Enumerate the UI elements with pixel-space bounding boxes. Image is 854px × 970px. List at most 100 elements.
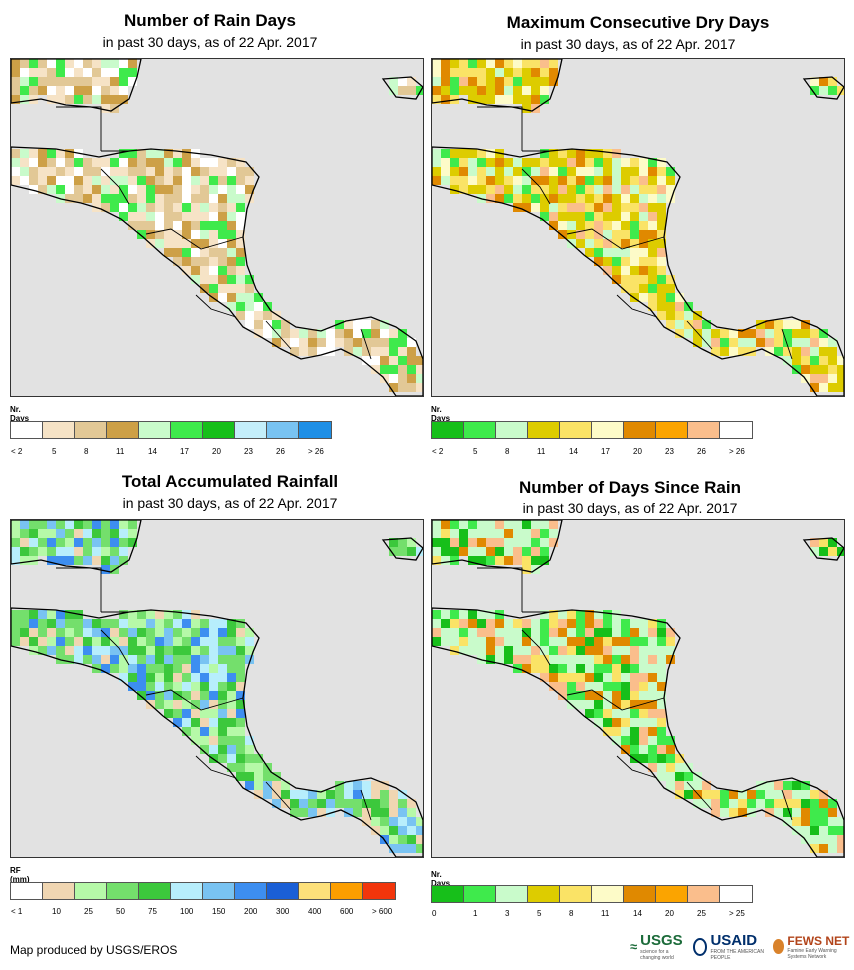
grid-cell [137,230,146,239]
grid-cell [810,799,819,808]
grid-cell [101,619,110,628]
grid-cell [666,736,675,745]
map-max-dry-days[interactable] [431,58,845,397]
grid-cell [380,338,389,347]
land-grid [11,59,423,392]
grid-cell [567,212,576,221]
grid-cell [119,556,128,565]
grid-cell [128,212,137,221]
grid-cell [164,610,173,619]
grid-cell [353,320,362,329]
grid-cell [398,329,407,338]
grid-cell [200,212,209,221]
grid-cell [65,619,74,628]
grid-cell [639,257,648,266]
usgs-text: USGS [640,932,683,949]
grid-cell [182,682,191,691]
legend-swatch [624,422,656,438]
grid-cell [675,754,684,763]
grid-cell [83,68,92,77]
grid-cell [666,275,675,284]
grid-cell [810,365,819,374]
island-outline [381,76,423,100]
grid-cell [657,230,666,239]
grid-cell [155,176,164,185]
grid-cell [459,185,468,194]
legend-title: Nr. Days [431,405,451,423]
grid-cell [371,808,380,817]
grid-cell [567,673,576,682]
map-total-rainfall[interactable] [10,519,424,858]
grid-cell [747,329,756,338]
grid-cell [774,799,783,808]
grid-cell [504,538,513,547]
grid-cell [65,646,74,655]
grid-cell [477,176,486,185]
map-rain-days[interactable] [10,58,424,397]
grid-cell [74,646,83,655]
grid-cell [738,338,747,347]
grid-cell [119,167,128,176]
grid-cell [164,212,173,221]
grid-cell [810,383,819,392]
grid-cell [92,619,101,628]
grid-cell [200,745,209,754]
grid-cell [236,655,245,664]
grid-cell [290,799,299,808]
grid-cell [173,610,182,619]
grid-cell [218,257,227,266]
grid-cell [128,673,137,682]
grid-cell [344,790,353,799]
grid-cell [200,167,209,176]
grid-cell [20,547,29,556]
grid-cell [567,691,576,700]
grid-cell [585,176,594,185]
legend-tick: 11 [116,447,125,456]
grid-cell [182,167,191,176]
grid-cell [200,646,209,655]
grid-cell [74,95,83,104]
grid-cell [828,365,837,374]
grid-cell [92,538,101,547]
grid-cell [65,610,74,619]
grid-cell [119,212,128,221]
grid-cell [101,86,110,95]
grid-cell [38,520,47,529]
grid-cell [621,230,630,239]
grid-cell [783,799,792,808]
grid-cell [380,329,389,338]
grid-cell [828,799,837,808]
grid-cell [594,655,603,664]
grid-cell [630,284,639,293]
grid-cell [155,628,164,637]
grid-cell [173,257,182,266]
grid-cell [236,709,245,718]
grid-cell [200,655,209,664]
grid-cell [56,149,65,158]
grid-cell [837,383,844,392]
legend-swatch [464,886,496,902]
grid-cell [47,149,56,158]
grid-cell [630,646,639,655]
grid-cell [558,691,567,700]
grid-cell [65,529,74,538]
grid-cell [594,230,603,239]
grid-cell [801,808,810,817]
map-days-since-rain[interactable] [431,519,845,858]
grid-cell [200,185,209,194]
grid-cell [819,329,828,338]
grid-cell [801,329,810,338]
grid-cell [101,646,110,655]
grid-cell [191,239,200,248]
grid-cell [594,646,603,655]
grid-cell [594,203,603,212]
grid-cell [191,176,200,185]
grid-cell [146,664,155,673]
grid-cell [486,556,495,565]
grid-cell [693,790,702,799]
grid-cell [792,365,801,374]
grid-cell [92,556,101,565]
grid-cell [65,556,74,565]
grid-cell [648,266,657,275]
grid-cell [389,835,398,844]
